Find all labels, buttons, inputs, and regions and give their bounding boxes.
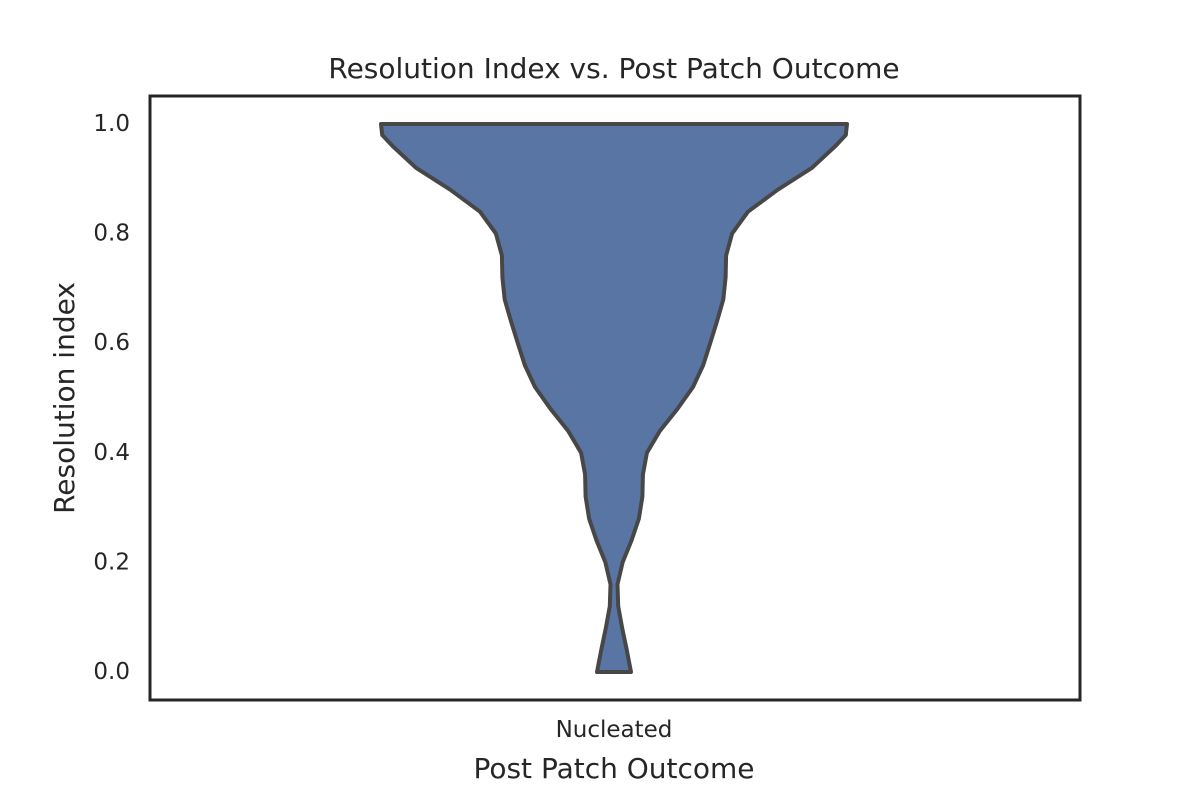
y-tick-label: 0.8 [93,221,130,247]
chart-title: Resolution Index vs. Post Patch Outcome [328,52,899,85]
x-axis-ticks: Nucleated [556,717,673,743]
plot-area [379,122,849,674]
x-axis-label: Post Patch Outcome [473,752,754,785]
y-tick-label: 0.6 [93,330,130,356]
y-tick-label: 1.0 [93,111,130,137]
y-tick-label: 0.2 [93,549,130,575]
x-tick-label: Nucleated [556,717,673,743]
violin-nucleated [379,122,849,674]
y-tick-label: 0.4 [93,440,130,466]
y-axis-label: Resolution index [48,282,81,514]
y-axis-ticks: 0.0 0.2 0.4 0.6 0.8 1.0 [93,111,130,685]
plot-frame [148,94,1082,702]
y-tick-label: 0.0 [93,659,130,685]
